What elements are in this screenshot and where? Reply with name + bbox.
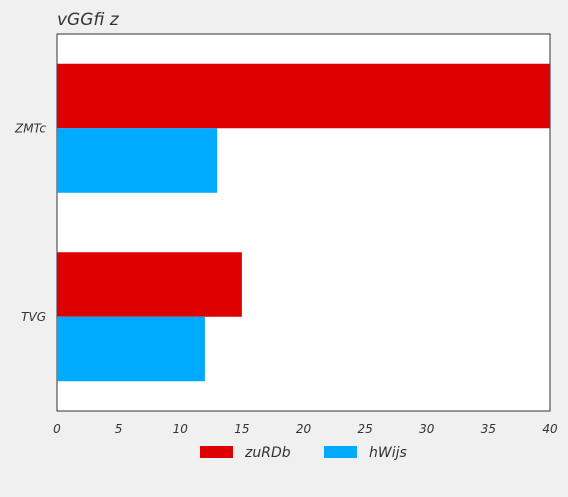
legend-label: zuRDb xyxy=(244,445,291,461)
x-tick-label: 0 xyxy=(53,422,61,436)
x-tick-labels: 0 5 10 15 20 25 30 35 40 xyxy=(53,422,558,436)
x-tick-label: 25 xyxy=(357,422,372,436)
legend-label: hWijs xyxy=(369,445,407,461)
y-tick-label: ZMTc xyxy=(14,121,46,135)
bar-hWijs-TVG xyxy=(57,316,205,382)
y-tick-label: TVG xyxy=(21,310,46,324)
bars-layer xyxy=(57,63,550,382)
bar-zuRDb-ZMTc xyxy=(57,63,550,129)
x-tick-label: 40 xyxy=(542,422,558,436)
legend-swatch-zuRDb xyxy=(200,446,233,458)
bar-hWijs-ZMTc xyxy=(57,128,218,193)
x-tick-label: 30 xyxy=(419,422,435,436)
x-tick-label: 10 xyxy=(173,422,189,436)
x-tick-label: 20 xyxy=(296,422,312,436)
bar-zuRDb-TVG xyxy=(57,252,242,317)
chart-title: vGGfi z xyxy=(57,10,120,30)
y-tick-labels: ZMTc TVG xyxy=(14,121,46,324)
x-tick-label: 5 xyxy=(115,422,123,436)
legend: zuRDb hWijs xyxy=(200,445,407,461)
x-tick-label: 35 xyxy=(481,422,496,436)
legend-swatch-hWijs xyxy=(324,446,357,458)
x-tick-label: 15 xyxy=(234,422,249,436)
